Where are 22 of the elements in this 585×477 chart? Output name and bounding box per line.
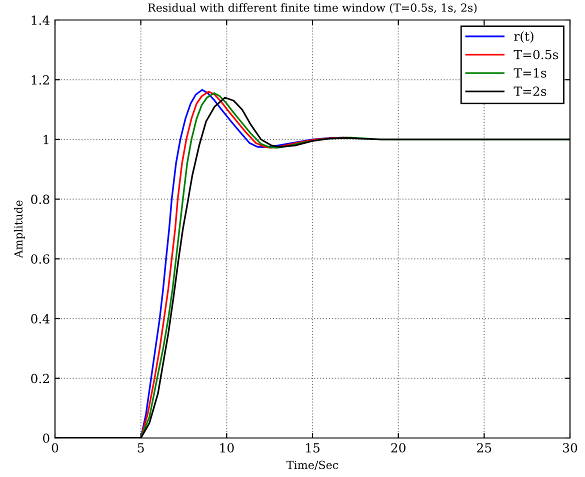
x-tick-label: 0 bbox=[52, 443, 58, 453]
y-tick-label: 1.4 bbox=[32, 15, 50, 25]
y-tick-label: 1 bbox=[44, 134, 48, 144]
legend-label: T=2s bbox=[514, 86, 546, 96]
y-tick-label: 0.6 bbox=[31, 254, 50, 264]
y-tick-label: 0.4 bbox=[31, 314, 50, 324]
x-tick-label: 10 bbox=[220, 443, 234, 453]
x-tick-label: 30 bbox=[563, 443, 578, 453]
x-axis-title: Time/Sec bbox=[286, 460, 338, 470]
y-tick-label: 0 bbox=[43, 433, 50, 443]
x-tick-label: 25 bbox=[477, 443, 492, 453]
legend-label: T=0.5s bbox=[514, 50, 558, 60]
legend-label: r(t) bbox=[514, 31, 534, 43]
y-axis-title: Amplitude bbox=[14, 200, 25, 258]
y-tick-label: 0.8 bbox=[31, 194, 50, 204]
x-tick-label: 5 bbox=[138, 443, 144, 453]
y-tick-label: 0.2 bbox=[31, 374, 49, 384]
y-tick-label: 1.2 bbox=[32, 75, 49, 85]
chart-title: Residual with different finite time window (T=0.5s, 1s, 2s) bbox=[148, 3, 477, 14]
x-tick-label: 15 bbox=[306, 443, 320, 453]
legend-label: T=1s bbox=[514, 68, 546, 78]
x-tick-label: 20 bbox=[391, 443, 406, 453]
